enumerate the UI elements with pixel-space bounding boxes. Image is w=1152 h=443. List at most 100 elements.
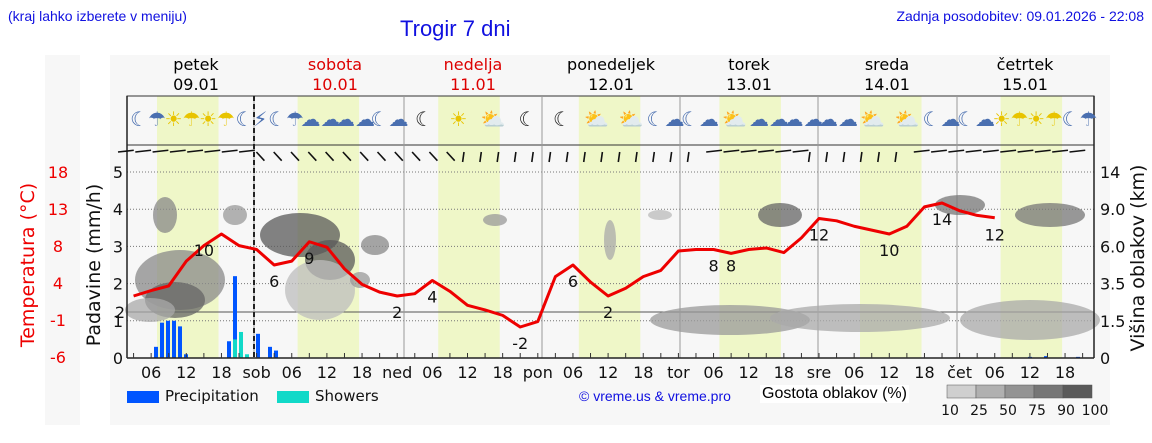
cloud-height-tick-label: 0 <box>1100 349 1110 368</box>
wind-barb-icon <box>634 151 638 163</box>
sun-cloud-icon: ⛅ <box>584 107 609 131</box>
day-name-6: četrtek <box>997 55 1055 74</box>
precip-tick-label: 1 <box>113 312 123 331</box>
wind-barb-icon <box>239 149 255 153</box>
wind-barb-icon <box>325 151 335 162</box>
x-tick-label: 18 <box>1055 363 1075 382</box>
wind-barb-icon <box>877 151 880 163</box>
location-hint[interactable]: (kraj lahko izberete v meniju) <box>8 8 187 24</box>
day-name-4: torek <box>728 55 770 74</box>
x-tick-label: pon <box>523 363 553 382</box>
wind-barb-icon <box>221 149 238 153</box>
cloud-density-tick: 90 <box>1057 403 1075 419</box>
day-date-3: 12.01 <box>588 75 634 94</box>
cloud-density-tick: 75 <box>1028 403 1046 419</box>
cloud-density-region <box>1015 203 1085 227</box>
x-tick-label: sre <box>807 363 831 382</box>
x-tick-label: 12 <box>317 363 337 382</box>
clouds-icon: ☁☁ <box>818 107 858 131</box>
cloud-density-tick: 10 <box>941 403 959 419</box>
wind-barb-icon <box>652 151 656 163</box>
day-date-1: 10.01 <box>312 75 358 94</box>
precipitation-swatch <box>127 390 159 403</box>
day-name-1: sobota <box>308 55 362 74</box>
cloud-density-region <box>758 203 802 227</box>
x-tick-label: 12 <box>176 363 196 382</box>
day-date-5: 14.01 <box>864 75 910 94</box>
wind-barb-icon <box>513 151 517 163</box>
day-date-6: 15.01 <box>1002 75 1048 94</box>
cloud-density-region <box>960 300 1100 340</box>
x-tick-label: 18 <box>492 363 512 382</box>
precip-tick-label: 4 <box>113 200 123 219</box>
legend-showers: Showers <box>277 387 379 405</box>
temperature-value-label: 12 <box>985 226 1005 245</box>
wind-barb-icon <box>686 151 690 163</box>
cloud-density-swatch <box>1062 384 1093 399</box>
x-tick-label: 06 <box>703 363 723 382</box>
cloud-density-swatch <box>1033 384 1064 399</box>
precipitation-bar <box>268 346 272 358</box>
day-date-0: 09.01 <box>173 75 219 94</box>
moon-cloud-rain-icon: ☾☂ <box>1062 107 1098 131</box>
moon-cloud-icon: ☾☁ <box>647 107 685 131</box>
wind-barb-icon <box>255 151 265 162</box>
wind-barb-icon <box>723 149 740 153</box>
moon-cloud-icon: ☾☁ <box>957 107 995 131</box>
temperature-value-label: 6 <box>568 272 578 291</box>
wind-barb-icon <box>496 151 500 163</box>
moon-cloud-icon: ☾☁ <box>923 107 961 131</box>
wind-barb-icon <box>965 149 982 153</box>
day-date-2: 11.01 <box>450 75 496 94</box>
wind-barb-icon <box>531 151 534 163</box>
copyright-link[interactable]: © vreme.us & vreme.pro <box>579 388 731 404</box>
wind-barb-icon <box>859 151 863 163</box>
x-tick-label: 06 <box>422 363 442 382</box>
moon-icon: ☾ <box>415 107 433 131</box>
cloud-height-tick-label: 6.0 <box>1100 237 1125 256</box>
cloud-density-swatch <box>946 384 977 399</box>
temp-tick-label: 4 <box>53 274 63 293</box>
wind-barb-icon <box>775 149 792 153</box>
wind-barb-icon <box>706 149 723 153</box>
last-updated: Zadnja posodobitev: 09.01.2026 - 22:08 <box>896 8 1144 24</box>
day-name-5: sreda <box>865 55 909 74</box>
temperature-value-label: 12 <box>809 226 829 245</box>
wind-barb-icon <box>565 151 569 163</box>
precip-tick-label: 0 <box>113 349 123 368</box>
wind-barb-icon <box>204 149 221 153</box>
wind-barb-icon <box>825 151 829 163</box>
moon-cloud-storm-icon: ☾⚡ <box>236 107 268 131</box>
cloud-density-swatch <box>1004 384 1035 399</box>
wind-barb-icon <box>411 151 421 162</box>
cloud-density-label: Gostota oblakov (%) <box>760 385 909 403</box>
wind-barb-icon <box>842 151 846 163</box>
left-axis-background <box>45 55 80 425</box>
wind-barb-icon <box>1052 149 1069 153</box>
wind-barb-icon <box>740 149 757 153</box>
x-tick-label: 12 <box>1020 363 1040 382</box>
clouds-icon: ☁☁ <box>749 107 789 131</box>
temperature-value-label: 10 <box>194 241 214 260</box>
daylight-band <box>438 96 500 358</box>
cloud-density-region <box>153 197 177 233</box>
temperature-value-label: 6 <box>269 272 279 291</box>
wind-barb-icon <box>135 149 152 153</box>
cloud-height-tick-label: 14 <box>1100 163 1120 182</box>
x-tick-label: 06 <box>563 363 583 382</box>
cloud-height-axis-title: Višina oblakov (km) <box>1127 165 1149 352</box>
wind-barb-icon <box>479 151 483 163</box>
temperature-value-label: -2 <box>512 334 528 353</box>
clouds-icon: ☁☁ <box>335 107 375 131</box>
showers-bar <box>245 354 249 358</box>
precipitation-label: Precipitation <box>165 387 259 405</box>
x-tick-label: 12 <box>598 363 618 382</box>
clouds-icon: ☁☁ <box>301 107 341 131</box>
wind-barb-icon <box>948 149 965 153</box>
temp-tick-label: 18 <box>48 163 68 182</box>
precip-axis-title: Padavine (mm/h) <box>83 184 105 347</box>
sun-cloud-icon: ⛅ <box>619 107 644 131</box>
wind-barb-icon <box>600 151 604 163</box>
x-tick-label: sob <box>242 363 270 382</box>
